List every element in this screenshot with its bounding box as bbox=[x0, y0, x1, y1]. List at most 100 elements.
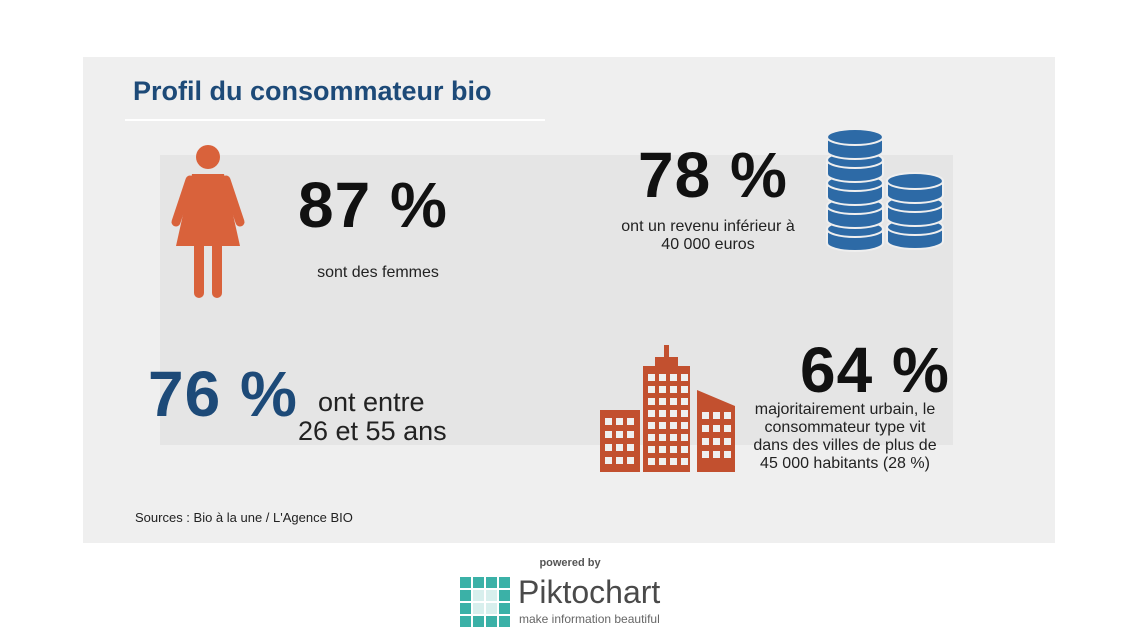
window bbox=[648, 434, 655, 441]
window bbox=[713, 425, 720, 432]
window bbox=[659, 446, 666, 453]
window bbox=[670, 458, 677, 465]
powered-by: powered by bbox=[539, 557, 601, 569]
stat-line: ont un revenu inférieur à bbox=[621, 218, 795, 235]
window bbox=[724, 425, 731, 432]
woman-leg bbox=[212, 240, 222, 298]
logo-cell bbox=[499, 603, 510, 614]
window bbox=[713, 412, 720, 419]
logo-cell bbox=[499, 577, 510, 588]
window bbox=[724, 438, 731, 445]
window bbox=[648, 446, 655, 453]
stat-line: majoritairement urbain, le bbox=[754, 401, 936, 418]
window bbox=[659, 374, 666, 381]
logo-cell bbox=[486, 590, 497, 601]
stat-value: 64 % bbox=[800, 334, 950, 406]
window bbox=[627, 418, 634, 425]
window bbox=[627, 457, 634, 464]
window bbox=[659, 386, 666, 393]
window bbox=[681, 422, 688, 429]
window bbox=[670, 374, 677, 381]
window bbox=[702, 438, 709, 445]
logo-cell bbox=[486, 577, 497, 588]
tagline: make information beautiful bbox=[519, 612, 660, 626]
woman-dress bbox=[176, 174, 240, 246]
window bbox=[681, 446, 688, 453]
logo-cell bbox=[460, 603, 471, 614]
window bbox=[627, 444, 634, 451]
stat-line: 45 000 habitants (28 %) bbox=[760, 455, 930, 472]
coin-top bbox=[886, 172, 944, 190]
logo-cell bbox=[473, 616, 484, 627]
logo-cell bbox=[473, 603, 484, 614]
window bbox=[616, 418, 623, 425]
window bbox=[670, 422, 677, 429]
sources: Sources : Bio à la une / L'Agence BIO bbox=[135, 510, 353, 525]
window bbox=[670, 410, 677, 417]
window bbox=[670, 386, 677, 393]
woman-arm bbox=[221, 175, 245, 227]
window bbox=[605, 418, 612, 425]
stat-value: 76 % bbox=[148, 358, 298, 430]
window bbox=[616, 431, 623, 438]
logo-cell bbox=[486, 616, 497, 627]
window bbox=[605, 457, 612, 464]
stat-value: 87 % bbox=[298, 169, 448, 241]
window bbox=[648, 374, 655, 381]
window bbox=[702, 451, 709, 458]
window bbox=[605, 444, 612, 451]
window bbox=[670, 398, 677, 405]
coin-top bbox=[826, 128, 884, 146]
logo-cell bbox=[486, 603, 497, 614]
building bbox=[664, 345, 669, 358]
window bbox=[681, 386, 688, 393]
window bbox=[681, 410, 688, 417]
window bbox=[713, 438, 720, 445]
woman-leg bbox=[194, 240, 204, 298]
stat-line: ont entre bbox=[318, 387, 425, 417]
building bbox=[643, 366, 690, 472]
window bbox=[724, 451, 731, 458]
window bbox=[616, 444, 623, 451]
window bbox=[681, 434, 688, 441]
window bbox=[648, 422, 655, 429]
window bbox=[659, 422, 666, 429]
logo-cell bbox=[460, 577, 471, 588]
stat-line: sont des femmes bbox=[317, 264, 439, 281]
window bbox=[670, 446, 677, 453]
stat-value: 78 % bbox=[638, 139, 788, 211]
woman-arm bbox=[171, 175, 195, 227]
window bbox=[659, 398, 666, 405]
window bbox=[659, 434, 666, 441]
woman-head bbox=[196, 145, 220, 169]
window bbox=[670, 434, 677, 441]
window bbox=[648, 410, 655, 417]
window bbox=[702, 425, 709, 432]
title: Profil du consommateur bio bbox=[133, 76, 492, 106]
window bbox=[616, 457, 623, 464]
logo-cell bbox=[473, 590, 484, 601]
brand[interactable]: Piktochart bbox=[518, 574, 661, 610]
window bbox=[659, 458, 666, 465]
logo-cell bbox=[499, 616, 510, 627]
logo-cell bbox=[460, 616, 471, 627]
logo-cell bbox=[460, 590, 471, 601]
window bbox=[681, 458, 688, 465]
title-rule bbox=[125, 119, 545, 121]
building bbox=[655, 357, 678, 367]
logo-cell bbox=[473, 577, 484, 588]
window bbox=[702, 412, 709, 419]
stat-line: consommateur type vit bbox=[764, 419, 926, 436]
window bbox=[713, 451, 720, 458]
window bbox=[659, 410, 666, 417]
window bbox=[681, 398, 688, 405]
window bbox=[648, 398, 655, 405]
window bbox=[724, 412, 731, 419]
window bbox=[648, 458, 655, 465]
window bbox=[681, 374, 688, 381]
window bbox=[605, 431, 612, 438]
stat-line: 26 et 55 ans bbox=[298, 416, 447, 446]
logo-cell bbox=[499, 590, 510, 601]
